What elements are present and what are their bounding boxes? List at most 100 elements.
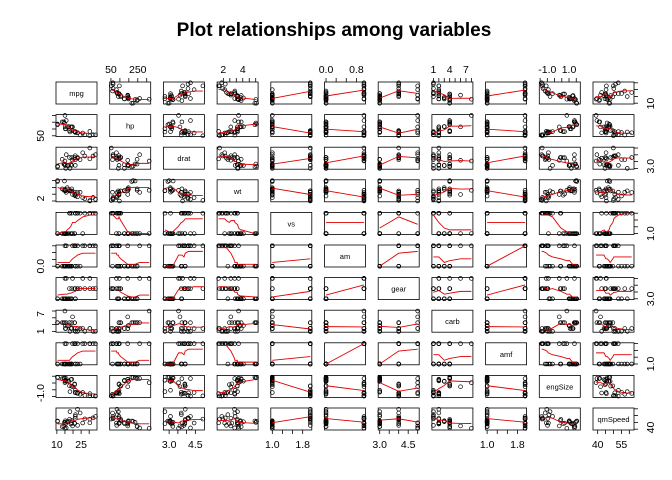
data-point <box>469 113 474 118</box>
data-point <box>573 97 578 102</box>
smoother-line <box>218 345 257 363</box>
data-point <box>87 276 93 281</box>
tick-label: 1 <box>430 64 436 76</box>
data-point <box>522 195 528 200</box>
data-point <box>377 409 382 414</box>
data-point <box>179 210 184 216</box>
data-point <box>436 378 442 384</box>
data-point <box>619 263 624 269</box>
data-point <box>572 341 577 346</box>
smoother-line <box>596 188 632 196</box>
data-point <box>134 361 140 367</box>
data-point <box>134 157 140 162</box>
data-point <box>598 314 603 320</box>
data-point <box>558 263 564 269</box>
data-point <box>72 381 77 387</box>
panel-frame <box>109 374 152 398</box>
data-point <box>66 263 71 269</box>
data-point <box>484 126 490 131</box>
smoother-line <box>218 218 257 235</box>
data-point <box>146 276 152 281</box>
data-point <box>69 376 74 382</box>
data-point <box>125 276 130 281</box>
smoother-line <box>433 214 472 231</box>
data-point <box>611 329 617 334</box>
data-point <box>604 276 609 281</box>
data-point <box>484 296 490 302</box>
data-point <box>55 419 60 424</box>
data-point <box>125 92 130 98</box>
data-point <box>137 190 142 195</box>
data-point <box>270 323 275 328</box>
panel-frame <box>324 277 366 301</box>
data-point <box>200 83 206 89</box>
panel-mpg-vs-gear <box>377 80 420 106</box>
data-point <box>484 193 490 199</box>
data-point <box>185 86 191 91</box>
data-point <box>55 361 60 367</box>
data-point <box>522 308 528 314</box>
panel-wt-vs-engSize <box>538 178 581 204</box>
data-point <box>545 91 551 96</box>
data-point <box>377 323 382 328</box>
data-point <box>447 161 452 167</box>
smoother-line <box>164 125 203 133</box>
data-point <box>308 296 313 302</box>
data-point <box>522 145 528 151</box>
data-point <box>361 150 367 155</box>
axis-left-engSize: -1.0 <box>35 375 56 402</box>
data-point <box>70 314 75 320</box>
data-point <box>396 94 401 100</box>
smoother-line <box>218 89 257 100</box>
smoother-line <box>487 385 526 391</box>
panel-frame <box>109 244 152 268</box>
smoother-line <box>57 187 96 198</box>
data-point <box>185 329 191 334</box>
data-point <box>70 243 75 249</box>
data-point <box>87 156 93 162</box>
data-point <box>547 94 553 99</box>
panel-engSize-vs-drat <box>162 374 206 399</box>
data-point <box>125 186 130 192</box>
data-point <box>241 296 246 302</box>
data-point <box>447 163 452 169</box>
data-point <box>558 286 564 291</box>
data-point <box>308 329 313 334</box>
data-point <box>593 341 599 346</box>
panel-carb-vs-wt <box>216 308 259 334</box>
data-point <box>308 196 313 202</box>
panel-am-vs-drat <box>162 243 206 269</box>
tick-label: 4 <box>447 64 453 76</box>
data-point <box>458 243 463 249</box>
data-point <box>323 155 329 160</box>
data-point <box>377 263 382 269</box>
data-point <box>188 243 193 249</box>
smoother-line <box>272 379 311 393</box>
smoother-line <box>164 348 203 365</box>
data-point <box>239 326 244 331</box>
data-point <box>239 376 244 382</box>
data-point <box>543 420 549 426</box>
variable-label-hp: hp <box>126 122 134 131</box>
data-point <box>596 119 602 125</box>
data-point <box>308 94 313 100</box>
data-point <box>222 420 227 426</box>
data-point <box>67 286 72 291</box>
data-point <box>116 94 121 99</box>
data-point <box>80 341 85 346</box>
data-point <box>557 243 562 249</box>
data-point <box>323 124 329 130</box>
data-point <box>188 376 193 381</box>
data-point <box>522 153 528 158</box>
data-point <box>146 188 152 193</box>
data-point <box>228 341 234 346</box>
data-point <box>604 320 610 325</box>
data-point <box>361 91 367 96</box>
data-point <box>239 296 244 302</box>
data-point <box>361 381 367 387</box>
data-point <box>232 425 237 431</box>
panel-frame <box>270 179 313 203</box>
data-point <box>116 231 122 236</box>
panel-carb-vs-vs <box>270 308 313 334</box>
data-point <box>616 361 621 367</box>
